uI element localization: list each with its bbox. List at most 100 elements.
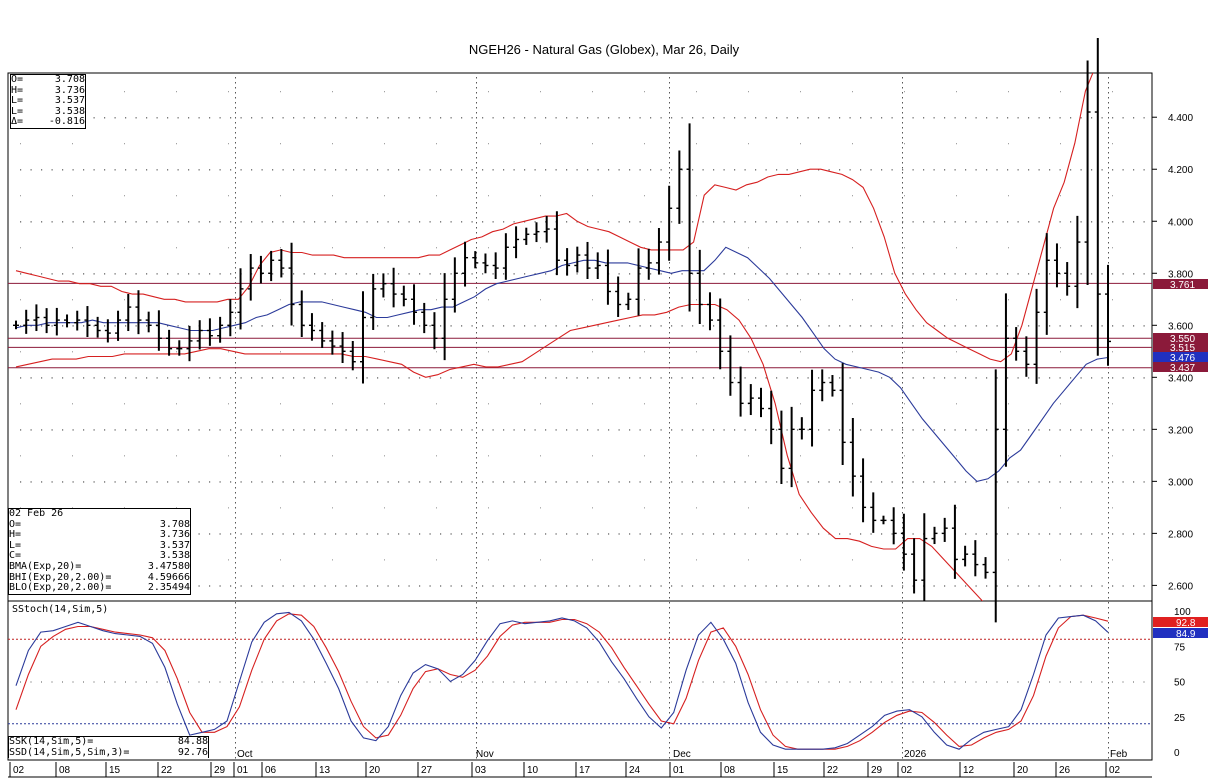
grid-dot bbox=[1133, 681, 1134, 683]
grid-dot bbox=[461, 429, 463, 431]
month-separator-dot bbox=[235, 607, 236, 609]
month-separator-dot bbox=[669, 92, 670, 94]
grid-dot bbox=[566, 533, 568, 535]
month-separator-dot bbox=[669, 292, 670, 294]
month-separator-dot bbox=[476, 302, 477, 304]
grid-dot bbox=[461, 221, 463, 223]
grid-dot bbox=[228, 195, 229, 197]
info-row: BLO(Exp,20,2.00)= 2.35494 bbox=[9, 583, 190, 594]
grid-dot bbox=[587, 585, 589, 587]
info-value: 4.59666 bbox=[147, 571, 190, 583]
grid-dot bbox=[629, 221, 631, 223]
grid-dot bbox=[671, 221, 673, 223]
month-separator-dot bbox=[669, 467, 670, 469]
month-separator-dot bbox=[902, 317, 903, 319]
info-row: L= 3.537 bbox=[9, 540, 190, 552]
grid-dot bbox=[956, 403, 957, 405]
y-tick-label: 3.800 bbox=[1168, 269, 1193, 280]
grid-dot bbox=[891, 221, 893, 223]
grid-dot bbox=[944, 169, 946, 171]
grid-dot bbox=[177, 221, 179, 223]
grid-dot bbox=[188, 169, 190, 171]
month-separator-dot bbox=[476, 467, 477, 469]
month-separator-dot bbox=[476, 357, 477, 359]
grid-dot bbox=[356, 325, 358, 327]
grid-dot bbox=[912, 117, 914, 119]
price-tag-bg bbox=[1153, 342, 1208, 352]
grid-dot bbox=[818, 221, 820, 223]
month-separator-dot bbox=[669, 167, 670, 169]
grid-dot bbox=[377, 681, 378, 683]
grid-dot bbox=[639, 377, 641, 379]
month-separator-dot bbox=[235, 527, 236, 529]
grid-dot bbox=[450, 681, 452, 683]
month-separator-dot bbox=[476, 587, 477, 589]
month-separator-dot bbox=[235, 717, 236, 719]
grid-dot bbox=[592, 455, 593, 457]
grid-dot bbox=[471, 533, 473, 535]
grid-dot bbox=[293, 117, 295, 119]
ohlc-bar bbox=[788, 406, 795, 488]
grid-dot bbox=[125, 325, 127, 327]
month-separator-dot bbox=[476, 627, 477, 629]
ohlc-bar bbox=[217, 316, 224, 343]
grid-dot bbox=[933, 169, 935, 171]
grid-dot bbox=[488, 455, 489, 457]
grid-dot bbox=[1007, 533, 1009, 535]
grid-dot bbox=[954, 585, 956, 587]
ohlc-bar bbox=[43, 308, 50, 334]
grid-dot bbox=[384, 455, 385, 457]
x-day-label: 20 bbox=[1017, 765, 1029, 776]
grid-dot bbox=[503, 585, 505, 587]
grid-dot bbox=[398, 273, 400, 275]
grid-dot bbox=[282, 325, 284, 327]
month-separator-dot bbox=[1108, 607, 1109, 609]
month-separator-dot bbox=[902, 512, 903, 514]
grid-dot bbox=[272, 117, 274, 119]
grid-dot bbox=[1091, 377, 1093, 379]
grid-dot bbox=[800, 455, 801, 457]
grid-dot bbox=[146, 429, 148, 431]
grid-dot bbox=[387, 585, 389, 587]
grid-dot bbox=[828, 377, 830, 379]
grid-dot bbox=[1017, 429, 1019, 431]
grid-dot bbox=[933, 681, 935, 683]
month-separator-dot bbox=[1108, 432, 1109, 434]
month-separator-dot bbox=[669, 102, 670, 104]
x-day-label: 22 bbox=[161, 765, 173, 776]
grid-dot bbox=[471, 325, 473, 327]
grid-dot bbox=[996, 681, 998, 683]
ohlc-bar bbox=[390, 267, 397, 308]
month-separator-dot bbox=[235, 572, 236, 574]
ohlc-bar bbox=[176, 340, 183, 356]
month-separator-dot bbox=[1108, 242, 1109, 244]
grid-dot bbox=[1133, 585, 1135, 587]
grid-dot bbox=[83, 377, 85, 379]
grid-dot bbox=[1038, 273, 1040, 275]
month-separator-dot bbox=[476, 152, 477, 154]
month-separator-dot bbox=[476, 272, 477, 274]
month-separator-dot bbox=[235, 602, 236, 604]
month-separator-dot bbox=[235, 167, 236, 169]
month-separator-dot bbox=[476, 322, 477, 324]
grid-dot bbox=[650, 585, 652, 587]
grid-dot bbox=[282, 429, 284, 431]
grid-dot bbox=[20, 143, 21, 145]
x-month-label: Nov bbox=[476, 749, 494, 760]
month-separator-dot bbox=[902, 282, 903, 284]
grid-dot bbox=[923, 117, 925, 119]
grid-dot bbox=[492, 377, 494, 379]
grid-dot bbox=[503, 169, 505, 171]
grid-dot bbox=[51, 481, 53, 483]
grid-dot bbox=[1112, 377, 1114, 379]
grid-dot bbox=[450, 221, 452, 223]
grid-dot bbox=[83, 221, 85, 223]
grid-dot bbox=[644, 507, 645, 509]
grid-dot bbox=[524, 481, 526, 483]
grid-dot bbox=[436, 559, 437, 561]
month-separator-dot bbox=[476, 277, 477, 279]
grid-dot bbox=[776, 481, 778, 483]
month-separator-dot bbox=[1108, 192, 1109, 194]
grid-dot bbox=[944, 377, 946, 379]
grid-dot bbox=[650, 681, 651, 683]
